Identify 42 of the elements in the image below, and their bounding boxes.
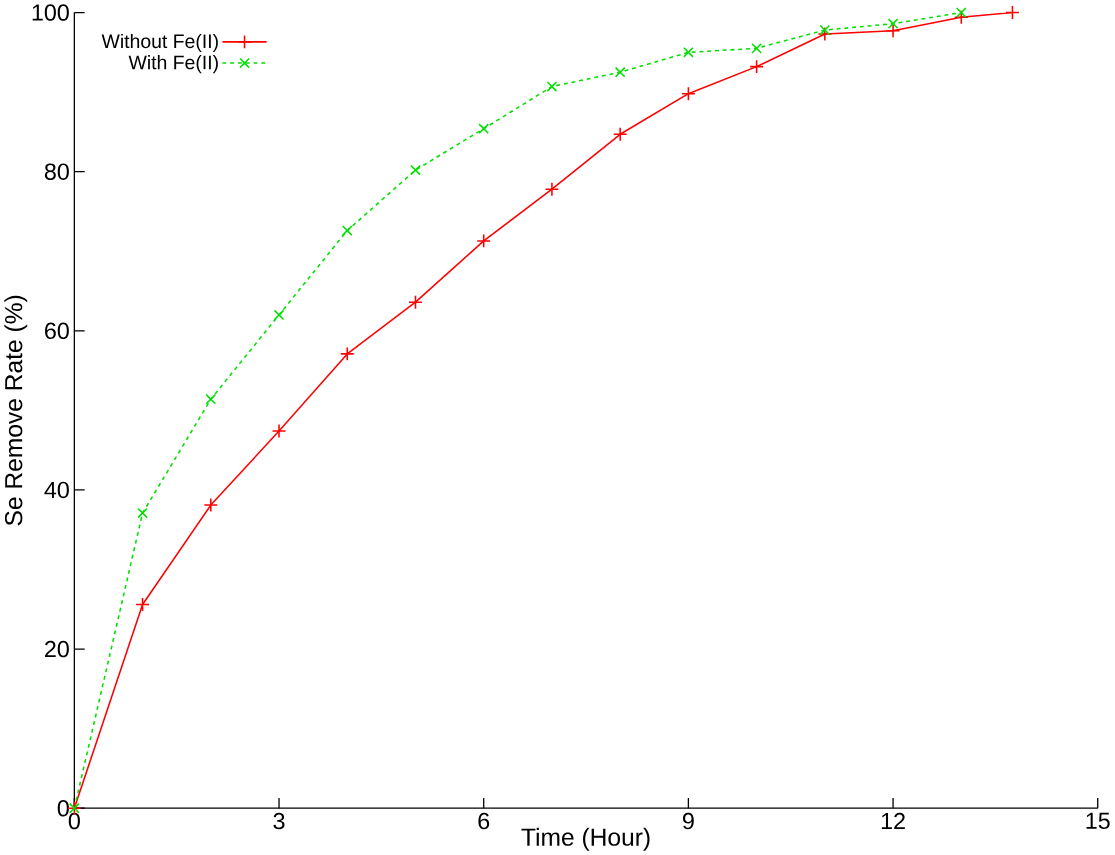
point	[683, 46, 694, 58]
x-tick-label: 3	[273, 812, 285, 830]
point	[271, 423, 287, 439]
y-tick-label: 20	[45, 640, 69, 658]
point	[273, 309, 285, 321]
point	[408, 294, 423, 310]
x-axis-title: Time (Hour)	[521, 827, 650, 851]
y-tick-label: 80	[44, 163, 69, 180]
point	[341, 225, 353, 236]
y-axis-title: Se Remove Rate (%)	[4, 295, 28, 526]
point	[137, 507, 148, 519]
legend-label: Without Fe(II)	[101, 33, 218, 52]
x-tick-label: 6	[478, 812, 490, 830]
y-tick-label: 40	[44, 481, 69, 499]
x-tick-label: 9	[683, 812, 694, 830]
point	[614, 66, 626, 78]
y-tick-label: 60	[45, 322, 69, 340]
point	[478, 123, 490, 135]
point	[203, 497, 219, 513]
point	[817, 26, 833, 42]
x-tick-label: 12	[881, 812, 905, 830]
point	[955, 7, 967, 18]
point	[749, 59, 764, 74]
point	[544, 181, 560, 197]
point	[476, 233, 491, 249]
point	[205, 393, 217, 405]
point	[885, 23, 901, 39]
legend-label: With Fe(II)	[128, 55, 218, 74]
point	[751, 42, 762, 54]
point	[681, 86, 696, 101]
point	[819, 24, 831, 36]
point	[410, 164, 421, 176]
x-tick-label: 0	[68, 812, 80, 830]
point	[546, 81, 558, 92]
x-tick-label: 15	[1086, 812, 1110, 830]
point	[887, 18, 899, 30]
y-tick-label: 100	[32, 4, 69, 21]
point	[612, 127, 628, 142]
point	[340, 346, 355, 362]
point	[135, 597, 150, 612]
point	[1005, 5, 1020, 20]
y-tick-label: 0	[57, 799, 69, 817]
